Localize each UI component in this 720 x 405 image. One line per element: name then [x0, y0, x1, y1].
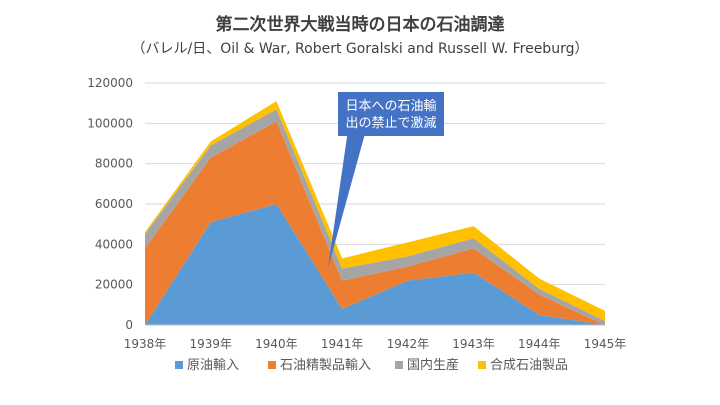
y-tick-label: 20000 [95, 278, 133, 292]
chart-title: 第二次世界大戦当時の日本の石油調達 [215, 15, 505, 35]
area-series-1 [145, 204, 605, 325]
legend-label: 国内生産 [407, 357, 459, 373]
x-tick-label: 1939年 [189, 337, 232, 351]
legend-label: 石油精製品輸入 [280, 358, 371, 373]
area-series-3 [145, 109, 605, 325]
chart-subtitle: （バレル/日、Oil & War, Robert Goralski and Ru… [131, 41, 589, 57]
y-tick-label: 0 [125, 318, 133, 332]
legend-swatch [175, 361, 183, 369]
x-tick-label: 1942年 [387, 337, 430, 351]
y-tick-label: 40000 [95, 237, 133, 251]
legend-swatch [268, 361, 276, 369]
x-tick-label: 1938年 [124, 337, 167, 351]
callout-pointer [328, 130, 366, 268]
y-tick-label: 60000 [95, 197, 133, 211]
y-tick-label: 80000 [95, 157, 133, 171]
x-tick-label: 1945年 [584, 337, 627, 351]
y-tick-label: 120000 [87, 76, 133, 90]
x-tick-label: 1943年 [452, 337, 495, 351]
legend-swatch [478, 361, 486, 369]
x-tick-label: 1941年 [321, 337, 364, 351]
legend-label: 合成石油製品 [490, 358, 568, 373]
x-tick-label: 1940年 [255, 337, 298, 351]
area-series-2 [145, 121, 605, 325]
x-tick-label: 1944年 [518, 337, 561, 351]
callout-text-line: 日本への石油輸 [345, 99, 436, 114]
callout-box [338, 92, 444, 136]
y-tick-label: 100000 [87, 116, 133, 130]
callout-text-line: 出の禁止で激減 [345, 115, 436, 131]
legend-label: 原油輸入 [187, 358, 239, 373]
legend-swatch [395, 361, 403, 369]
